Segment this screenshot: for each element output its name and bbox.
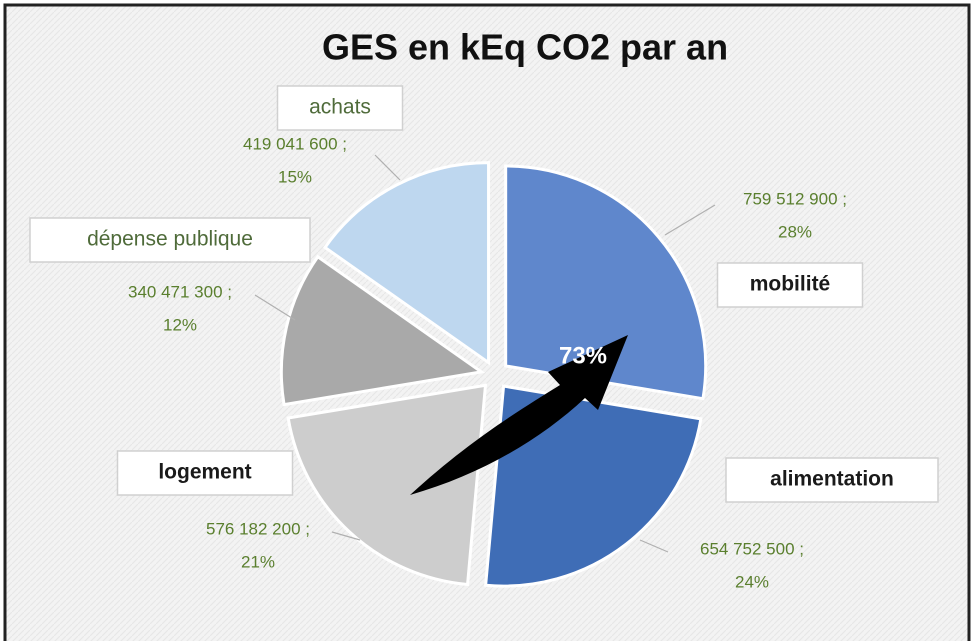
arrow [410,335,628,495]
percent-label: 12% [163,315,197,334]
pie-slice [484,384,703,588]
value-label: 576 182 200 ; [206,519,310,538]
pie [279,161,708,588]
labels: mobilité 759 512 900 ; 28% alimentation 654 … [29,85,939,591]
pie-slice [322,161,491,366]
category-label: dépense publique [87,228,253,251]
category-label: logement [158,461,251,484]
category-label: mobilité [750,273,831,296]
leader-line [331,531,361,541]
category-box [276,85,404,131]
leader-line [254,294,296,321]
leader-line [639,539,669,553]
category-label: alimentation [770,468,894,491]
value-label: 759 512 900 ; [743,189,847,208]
category-box [116,450,294,496]
category-label: achats [309,96,371,119]
value-label: 419 041 600 ; [243,134,347,153]
pie-slice [286,383,488,587]
value-label: 654 752 500 ; [700,539,804,558]
value-label: 340 471 300 ; [128,282,232,301]
leader-line [374,154,401,181]
category-box [716,262,864,308]
percent-label: 28% [778,222,812,241]
percent-label: 21% [241,552,275,571]
pie-slice [279,254,486,407]
annotation: 73% [559,342,607,369]
chart-title: GES en kEq CO2 par an [322,27,728,68]
percent-label: 15% [278,167,312,186]
pie-slice [504,164,708,401]
leader-line [664,204,716,236]
category-box [725,457,939,503]
percent-label: 24% [735,572,769,591]
category-box [29,217,311,263]
